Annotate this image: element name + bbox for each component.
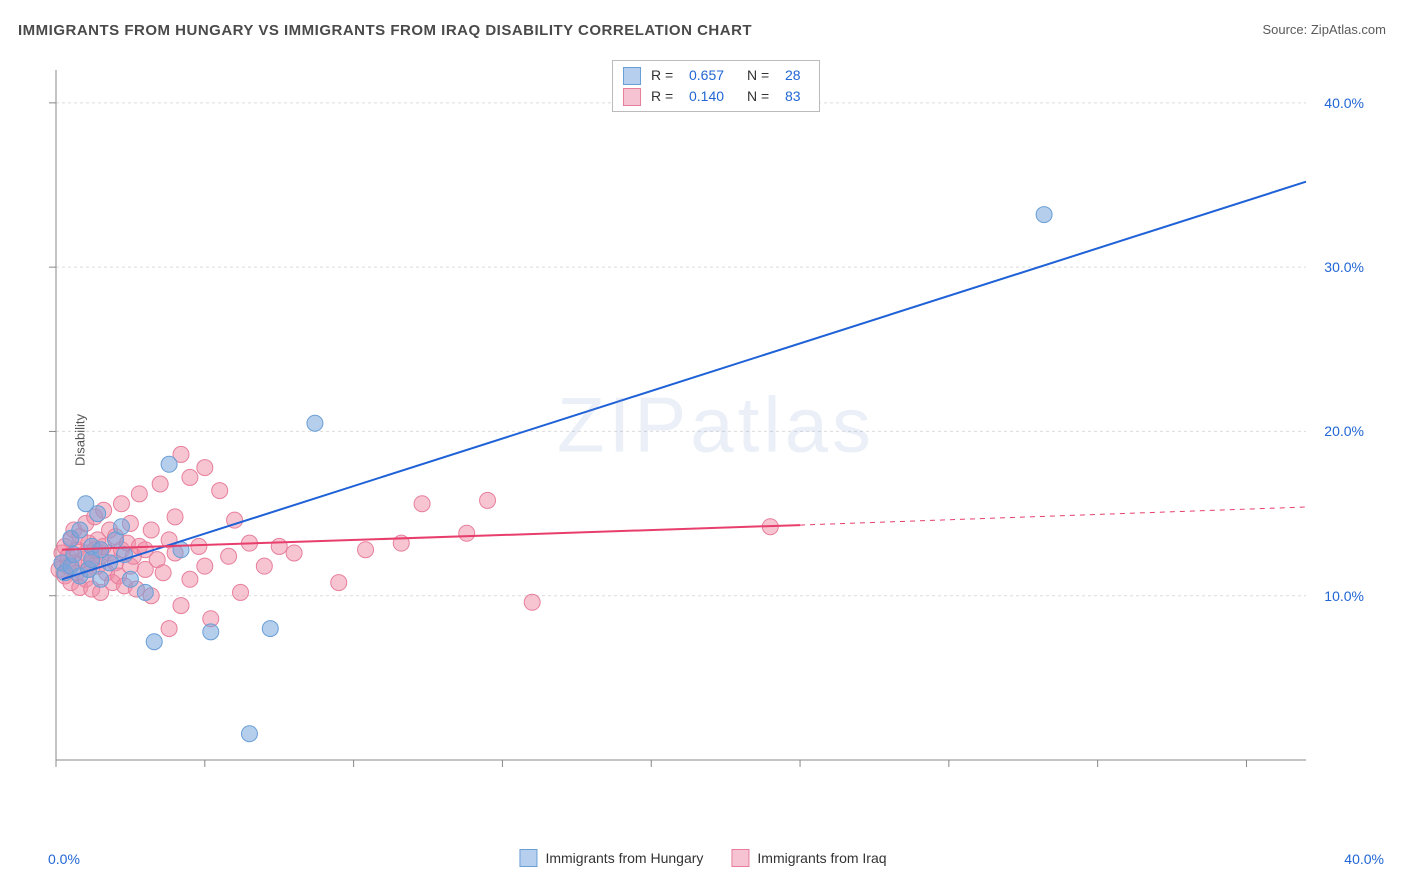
x-axis-min-label: 0.0%: [48, 851, 80, 867]
y-tick-label: 40.0%: [1324, 95, 1364, 111]
legend-item-hungary: Immigrants from Hungary: [519, 849, 703, 867]
iraq-r-value: 0.140: [689, 86, 737, 107]
legend-row-iraq: R = 0.140 N = 83: [623, 86, 809, 107]
iraq-series-label: Immigrants from Iraq: [757, 850, 886, 866]
y-axis-label: Disability: [73, 414, 88, 466]
source-link[interactable]: ZipAtlas.com: [1311, 22, 1386, 37]
iraq-n-value: 83: [785, 86, 809, 107]
source-prefix: Source:: [1262, 22, 1310, 37]
y-tick-label: 20.0%: [1324, 423, 1364, 439]
legend-row-hungary: R = 0.657 N = 28: [623, 65, 809, 86]
y-tick-label: 10.0%: [1324, 588, 1364, 604]
iraq-swatch-icon: [731, 849, 749, 867]
n-label: N =: [747, 65, 775, 86]
r-label: R =: [651, 86, 679, 107]
y-tick-label: 30.0%: [1324, 259, 1364, 275]
iraq-swatch-icon: [623, 88, 641, 106]
hungary-swatch-icon: [519, 849, 537, 867]
n-label: N =: [747, 86, 775, 107]
hungary-r-value: 0.657: [689, 65, 737, 86]
correlation-legend: R = 0.657 N = 28 R = 0.140 N = 83: [612, 60, 820, 112]
hungary-swatch-icon: [623, 67, 641, 85]
hungary-n-value: 28: [785, 65, 809, 86]
legend-item-iraq: Immigrants from Iraq: [731, 849, 886, 867]
x-axis-max-label: 40.0%: [1344, 851, 1384, 867]
source-attribution: Source: ZipAtlas.com: [1262, 22, 1386, 37]
hungary-series-label: Immigrants from Hungary: [545, 850, 703, 866]
r-label: R =: [651, 65, 679, 86]
chart-plot-area: Disability ZIPatlas R = 0.657 N = 28 R =…: [46, 60, 1386, 820]
chart-title: IMMIGRANTS FROM HUNGARY VS IMMIGRANTS FR…: [18, 22, 752, 39]
chart-svg: [46, 60, 1386, 820]
series-legend: Immigrants from Hungary Immigrants from …: [519, 849, 886, 867]
